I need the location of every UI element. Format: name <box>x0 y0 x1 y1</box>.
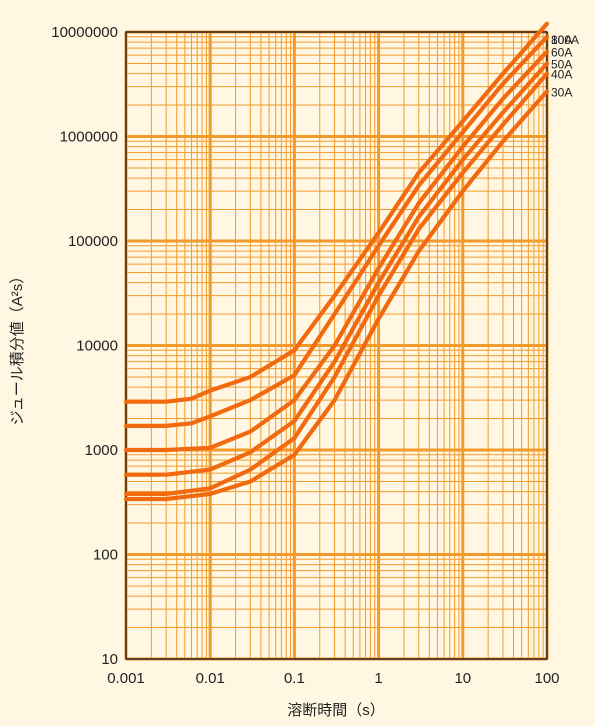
y-tick-label: 100000 <box>68 233 118 250</box>
series-label-40a: 40A <box>551 68 572 82</box>
y-tick-label: 100 <box>93 547 118 564</box>
x-tick-label: 0.1 <box>284 670 305 687</box>
y-tick-label: 10000000 <box>51 24 118 41</box>
series-line-30a <box>123 89 550 502</box>
series-label-50a: 50A <box>551 57 572 71</box>
y-tick-label: 10000 <box>76 338 118 355</box>
tick-label-layer: 0.001 0.01 0.1 1 10 100 10 100 1000 10000 100000 10… <box>51 24 559 687</box>
grid-layer <box>124 30 549 661</box>
series-label-60a: 60A <box>551 46 572 60</box>
x-tick-label: 10 <box>454 670 471 687</box>
series-label-80a: 80A <box>551 33 572 47</box>
series-line-50a <box>123 61 550 477</box>
x-tick-label: 0.01 <box>196 670 225 687</box>
x-axis-title: 溶断時間（s） <box>287 702 385 719</box>
y-tick-label: 10 <box>101 651 118 668</box>
series-line-80a <box>123 34 550 428</box>
y-tick-label: 1000000 <box>60 129 118 146</box>
x-tick-label: 0.001 <box>107 670 145 687</box>
x-tick-label: 1 <box>374 670 382 687</box>
series-line-60a <box>123 49 550 453</box>
series-label-30a: 30A <box>551 85 572 99</box>
series-label-100a: 100A <box>551 33 579 47</box>
y-tick-label: 1000 <box>85 442 118 459</box>
series-line-40a <box>123 71 550 496</box>
x-tick-label: 100 <box>534 670 559 687</box>
series-line-100a <box>123 21 550 404</box>
y-axis-title: ジュール積分値（A²s） <box>9 269 26 425</box>
series-layer <box>123 21 550 502</box>
plot-border <box>125 31 548 660</box>
